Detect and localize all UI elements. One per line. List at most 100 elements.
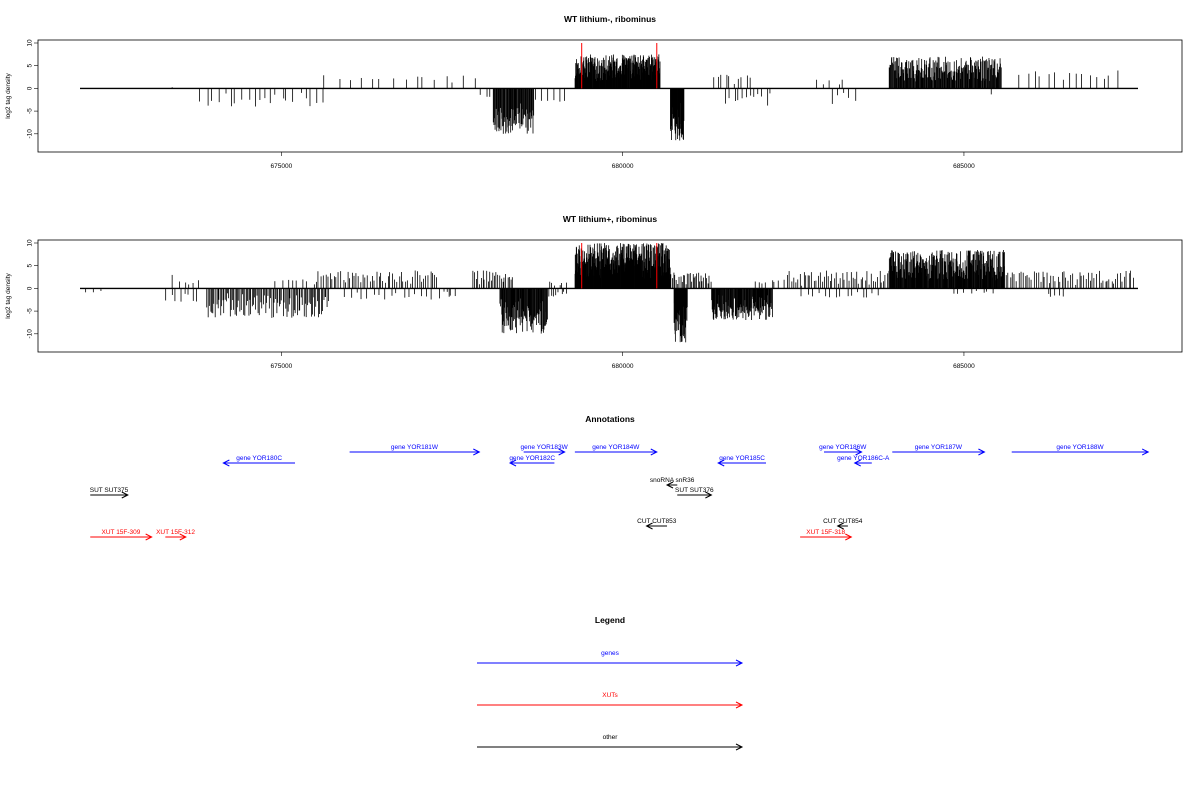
arrow-head bbox=[508, 459, 517, 467]
plot-frame bbox=[37, 39, 1183, 153]
annotation-arrow bbox=[853, 459, 872, 467]
signal-segment bbox=[831, 88, 857, 104]
y-tick-label: 10 bbox=[27, 39, 34, 47]
signal-segment bbox=[670, 88, 685, 141]
annotation-label: CUT CUT854 bbox=[823, 518, 863, 525]
signal-segment bbox=[479, 88, 491, 97]
y-tick-label: -5 bbox=[27, 108, 34, 114]
y-tick-label: 10 bbox=[27, 239, 34, 247]
arrow-head bbox=[717, 459, 725, 467]
signal-segment bbox=[725, 88, 771, 106]
arrow-head bbox=[645, 522, 653, 530]
arrow-head bbox=[853, 459, 861, 467]
signal-segment bbox=[888, 56, 1002, 89]
arrow-head bbox=[145, 533, 153, 541]
arrow-head bbox=[705, 491, 713, 499]
arrow-head bbox=[558, 448, 566, 456]
annotation-arrow bbox=[836, 522, 848, 530]
arrow-head bbox=[665, 481, 674, 489]
annotation-arrow bbox=[165, 533, 187, 541]
annotations-title: Annotations bbox=[585, 414, 635, 424]
arrow-head bbox=[735, 701, 744, 709]
y-tick-label: 5 bbox=[27, 64, 34, 68]
annotation-label: gene YOR185C bbox=[719, 455, 765, 462]
signal-segment bbox=[316, 270, 437, 289]
signal-segment bbox=[888, 249, 1005, 289]
legend-label: other bbox=[603, 734, 619, 741]
y-tick-label: 0 bbox=[27, 286, 34, 290]
plot-frame bbox=[37, 239, 1183, 353]
annotation-label: snoRNA snR36 bbox=[650, 477, 695, 484]
legend-panel: Legend genes XUTs other bbox=[477, 615, 744, 751]
x-tick-label: 675000 bbox=[271, 363, 293, 370]
y-tick-label: -10 bbox=[27, 129, 34, 139]
signal-segment bbox=[199, 88, 324, 107]
signal-segment bbox=[754, 279, 785, 289]
y-tick-label: 5 bbox=[27, 264, 34, 268]
annotation-label: gene YOR186W bbox=[819, 444, 867, 451]
signal-segment bbox=[953, 288, 994, 294]
arrow-head bbox=[650, 448, 658, 456]
arrow-head bbox=[845, 533, 853, 541]
track-title: WT lithium-, ribominus bbox=[564, 14, 656, 24]
signal-segment bbox=[472, 270, 513, 289]
arrow-head bbox=[222, 459, 230, 467]
annotation-arrow bbox=[1011, 448, 1150, 456]
annotation-label: XUT 15F-318 bbox=[806, 529, 845, 536]
track-panel-lithium-plus: WT lithium+, ribominus log2 tag density … bbox=[5, 214, 1183, 370]
legend-arrow bbox=[477, 743, 744, 751]
signal-segment bbox=[179, 280, 199, 289]
arrow-head bbox=[735, 743, 744, 751]
annotation-label: gene YOR187W bbox=[915, 444, 963, 451]
signal-segment bbox=[1018, 70, 1119, 89]
annotation-label: XUT 15F-309 bbox=[102, 529, 141, 536]
signal-segment bbox=[574, 243, 671, 289]
annotation-label: gene YOR181W bbox=[391, 444, 439, 451]
signal-segment bbox=[713, 74, 751, 89]
legend-label: genes bbox=[601, 650, 619, 657]
y-axis-label: log2 tag density bbox=[5, 272, 12, 318]
signal-segment bbox=[800, 288, 879, 298]
annotation-label: CUT CUT853 bbox=[637, 518, 677, 525]
signal-segment bbox=[534, 88, 565, 102]
y-tick-label: -5 bbox=[27, 308, 34, 314]
signal-segment bbox=[711, 288, 773, 320]
signal-segment bbox=[274, 279, 315, 289]
annotation-items: gene YOR180C gene YOR181W gene YOR182C gene… bbox=[90, 444, 1150, 541]
arrow-head bbox=[978, 448, 986, 456]
signal-segment bbox=[433, 75, 476, 89]
annotation-arrow bbox=[508, 459, 555, 467]
arrow-head bbox=[121, 491, 129, 499]
annotation-arrow bbox=[645, 522, 668, 530]
signal-segment bbox=[343, 288, 456, 300]
signal-segment bbox=[670, 272, 712, 289]
signal-segment bbox=[549, 281, 567, 289]
annotation-label: gene YOR183W bbox=[521, 444, 569, 451]
signal-segment bbox=[548, 288, 567, 297]
annotation-label: gene YOR188W bbox=[1056, 444, 1104, 451]
annotation-arrow bbox=[90, 533, 153, 541]
annotation-arrow bbox=[717, 459, 766, 467]
signal-segment bbox=[1005, 270, 1134, 289]
signal-segment bbox=[673, 288, 688, 343]
annotation-arrow bbox=[222, 459, 296, 467]
x-tick-label: 685000 bbox=[953, 363, 975, 370]
annotation-label: XUT 15F-312 bbox=[156, 529, 195, 536]
arrow-head bbox=[855, 448, 863, 456]
signal-segment bbox=[323, 75, 423, 89]
track-title: WT lithium+, ribominus bbox=[563, 214, 657, 224]
signal-segment bbox=[787, 270, 889, 289]
annotation-arrow bbox=[523, 448, 566, 456]
legend-arrow bbox=[477, 659, 744, 667]
arrow-head bbox=[1142, 448, 1150, 456]
annotation-arrow bbox=[349, 448, 481, 456]
x-tick-label: 675000 bbox=[271, 163, 293, 170]
legend-arrow bbox=[477, 701, 744, 709]
annotation-arrow bbox=[677, 491, 713, 499]
arrow-head bbox=[735, 659, 744, 667]
y-axis-label: log2 tag density bbox=[5, 72, 12, 118]
x-tick-label: 685000 bbox=[953, 163, 975, 170]
signal-segment bbox=[165, 288, 197, 302]
